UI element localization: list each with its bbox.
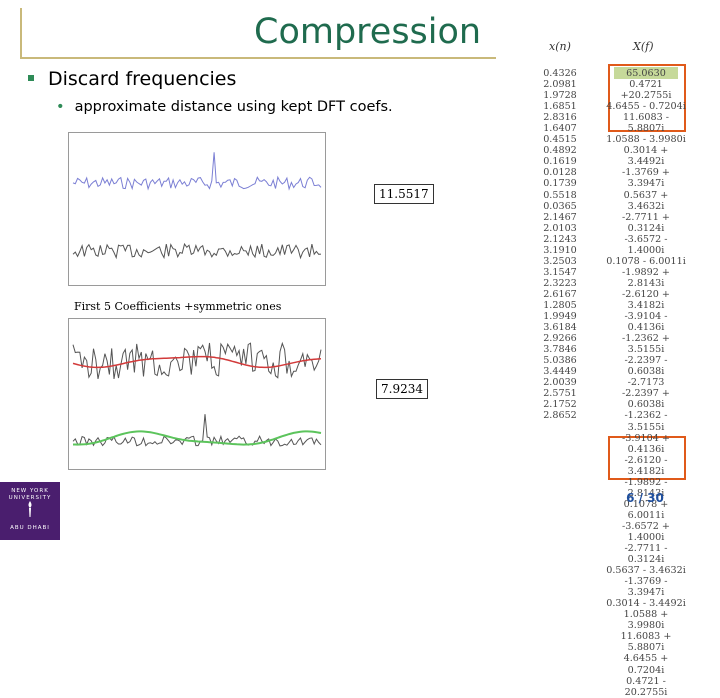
xn-value: 2.1467 xyxy=(543,211,577,223)
xn-value: 0.0365 xyxy=(543,200,577,212)
xf-value: -2.6120 + 3.4182i xyxy=(622,288,670,311)
xf-value: -1.3769 + 3.3947i xyxy=(622,167,670,190)
xf-value: -2.7173 xyxy=(627,377,665,389)
distance-compressed-label: 7.9234 xyxy=(376,379,428,399)
logo-line3: ABU DHABI xyxy=(10,525,50,531)
xf-value: -3.6572 + 1.4000i xyxy=(622,520,670,543)
xn-value: 2.0103 xyxy=(543,222,577,234)
xn-value: 1.9949 xyxy=(543,311,577,323)
xf-value: -1.9892 + 2.8143i xyxy=(622,266,670,289)
xf-value: 0.5637 + 3.4632i xyxy=(623,189,669,212)
xn-value: 3.2503 xyxy=(543,255,577,267)
xf-value: 11.6083 + 5.8807i xyxy=(620,631,672,654)
series-gray-line xyxy=(72,242,322,260)
bullet-level2: • approximate distance using kept DFT coe… xyxy=(56,99,393,115)
xn-value: 0.4892 xyxy=(543,145,577,157)
xf-value: -2.6120 - 3.4182i xyxy=(624,454,668,477)
xf-value: -2.7711 - 0.3124i xyxy=(624,543,668,566)
xf-value: 0.1078 + 6.0011i xyxy=(623,498,669,521)
xn-value: 2.6167 xyxy=(543,288,577,300)
nyu-abu-dhabi-logo: NEW YORK UNIVERSITY ABU DHABI xyxy=(0,482,60,540)
series-gray-lower-line xyxy=(72,414,322,447)
xf-value: 0.4721 - 20.2755i xyxy=(624,675,668,698)
series-green-line xyxy=(73,430,322,446)
xn-value: 0.0128 xyxy=(543,167,577,179)
xf-value: 0.5637 - 3.4632i xyxy=(606,565,686,577)
xn-value: 2.1243 xyxy=(543,233,577,245)
xf-value: 11.6083 - 5.8807i xyxy=(623,112,669,135)
xn-value: 0.1739 xyxy=(543,178,577,190)
page-number: 6 / 30 xyxy=(626,491,664,505)
xn-value: 3.6184 xyxy=(543,322,577,334)
torch-icon xyxy=(28,501,32,517)
signal-plot-bottom xyxy=(68,318,326,470)
xn-value: 0.1619 xyxy=(543,156,577,168)
page-title: Compression xyxy=(254,12,482,52)
xn-value: 2.3223 xyxy=(543,277,577,289)
symmetric-coefficients-box xyxy=(608,436,686,480)
xf-value: -3.6572 - 1.4000i xyxy=(624,233,668,256)
xn-value: 2.0039 xyxy=(543,377,577,389)
signal-plot-top xyxy=(68,132,326,286)
bullet-dot-icon: • xyxy=(56,99,65,115)
series-gray-upper-line xyxy=(72,341,322,380)
xn-value: 3.1547 xyxy=(543,266,577,278)
signal-plot-bottom-svg xyxy=(72,341,322,447)
xf-value: 0.1078 - 6.0011i xyxy=(606,255,686,267)
bullet-level1: Discard frequencies xyxy=(28,68,236,90)
caption-first-5-coefficients: First 5 Coefficients +symmetric ones xyxy=(74,300,282,313)
first-coefficients-box xyxy=(608,64,686,132)
xn-value: 1.6851 xyxy=(543,101,577,113)
xf-value: -3.9104 - 0.4136i xyxy=(624,311,668,334)
bullet-square-icon xyxy=(28,75,34,81)
xf-value: -1.9892 - 2.8143i xyxy=(624,476,668,499)
xf-value: -2.2397 - 0.6038i xyxy=(624,355,668,378)
logo-line2: UNIVERSITY xyxy=(8,495,52,501)
xn-value: 0.4515 xyxy=(543,134,577,146)
xn-value: 1.2805 xyxy=(543,299,577,311)
xf-values-column: 65.0630 0.4721 +20.2755i 4.6455 - 0.7204i 1… xyxy=(606,68,686,698)
xf-value: -2.7711 + 0.3124i xyxy=(622,211,670,234)
bullet-level1-text: Discard frequencies xyxy=(48,68,237,90)
xn-value: 2.8652 xyxy=(543,410,577,422)
distance-full-label: 11.5517 xyxy=(374,184,434,204)
xn-value: 2.5751 xyxy=(543,388,577,400)
xf-value: 0.3014 - 3.4492i xyxy=(606,598,686,610)
xn-value: 2.8316 xyxy=(543,112,577,124)
dc-coefficient-highlight xyxy=(614,67,678,79)
series-red-line xyxy=(72,355,322,369)
xn-value: 3.1910 xyxy=(543,244,577,256)
xf-value: -1.2362 - 3.5155i xyxy=(624,410,668,433)
xf-value: -1.2362 + 3.5155i xyxy=(622,333,670,356)
xn-value: 2.9266 xyxy=(543,333,577,345)
xn-value: 0.5518 xyxy=(543,189,577,201)
xn-value: 3.4449 xyxy=(543,366,577,378)
xf-value: -1.3769 - 3.3947i xyxy=(624,576,668,599)
xn-value: 0.4326 xyxy=(543,68,577,79)
title-underline xyxy=(20,57,496,59)
xf-value: -3.9104 + 0.4136i xyxy=(622,432,670,455)
xf-value: 4.6455 + 0.7204i xyxy=(623,653,669,676)
xn-value: 1.9728 xyxy=(543,90,577,102)
xn-value: 5.0386 xyxy=(543,355,577,367)
xf-value: 0.3014 + 3.4492i xyxy=(623,145,669,168)
xf-value: 1.0588 + 3.9980i xyxy=(623,609,669,632)
xn-value: 1.6407 xyxy=(543,123,577,135)
title-rule xyxy=(20,8,22,58)
xn-column-header: x(n) xyxy=(549,40,571,53)
xn-values-column: 0.4326 2.0981 1.9728 1.6851 2.8316 1.6407 0.45… xyxy=(530,68,590,422)
xn-value: 3.7846 xyxy=(543,344,577,356)
xf-value: -2.2397 + 0.6038i xyxy=(622,388,670,411)
xf-column-header: X(f) xyxy=(633,40,654,53)
signal-plot-top-svg xyxy=(72,152,322,260)
xf-value: 1.0588 - 3.9980i xyxy=(606,134,686,146)
logo-line1: NEW YORK xyxy=(11,488,49,494)
xn-value: 2.0981 xyxy=(543,79,577,91)
bullet-level2-text: approximate distance using kept DFT coef… xyxy=(74,99,393,115)
series-blue-line xyxy=(72,152,322,191)
xf-value: 4.6455 - 0.7204i xyxy=(606,101,686,113)
xn-value: 2.1752 xyxy=(543,399,577,411)
xf-value: 0.4721 +20.2755i xyxy=(620,79,672,102)
xf-value: 65.0630 xyxy=(626,68,666,79)
